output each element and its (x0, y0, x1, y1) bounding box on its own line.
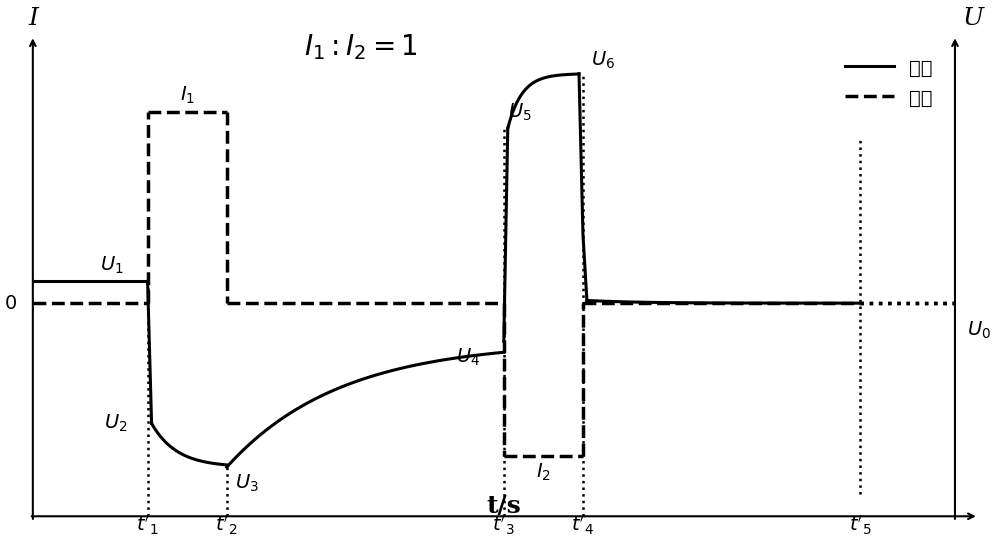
Text: $U_1$: $U_1$ (100, 255, 124, 276)
Text: $I_2$: $I_2$ (536, 462, 551, 483)
Text: $I_1:I_2=1$: $I_1:I_2=1$ (304, 33, 418, 63)
Text: $U_0$: $U_0$ (967, 319, 991, 341)
Text: $I_1$: $I_1$ (180, 85, 195, 106)
Text: 0: 0 (5, 294, 17, 313)
Text: t/s: t/s (486, 494, 521, 518)
Text: $U_5$: $U_5$ (508, 101, 532, 123)
Text: $t'_1$: $t'_1$ (136, 513, 159, 537)
Text: $U_4$: $U_4$ (456, 347, 480, 368)
Text: U: U (963, 7, 984, 30)
Text: $U_3$: $U_3$ (235, 473, 258, 494)
Text: $t'_4$: $t'_4$ (571, 513, 595, 537)
Text: $t'_5$: $t'_5$ (849, 513, 871, 537)
Text: $U_2$: $U_2$ (104, 413, 128, 434)
Legend: 电压, 电流: 电压, 电流 (837, 50, 941, 116)
Text: $t'_3$: $t'_3$ (492, 513, 515, 537)
Text: $t'_2$: $t'_2$ (215, 513, 238, 537)
Text: I: I (28, 7, 38, 30)
Text: $U_6$: $U_6$ (591, 50, 615, 71)
